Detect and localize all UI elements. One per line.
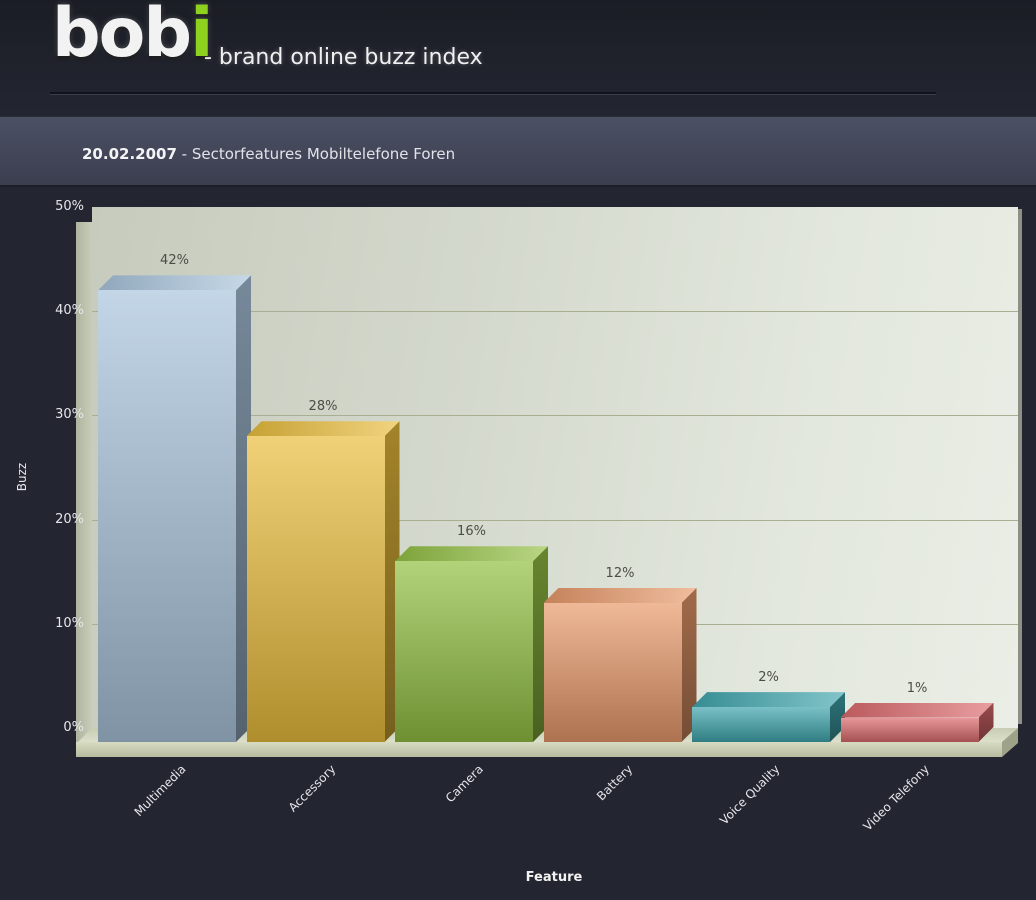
y-axis-label: Buzz [15,462,30,492]
bar-top-face [692,692,845,708]
bobi-logo[interactable]: bobi [52,0,213,73]
x-category-label: Voice Quality [717,762,783,828]
bar-front-face [840,717,979,742]
bar-front-face [543,602,682,742]
x-category-label: Battery [593,762,635,804]
y-tick-label: 0% [63,720,84,735]
bar-voice-quality[interactable] [692,692,845,742]
x-category-label: Camera [442,762,486,806]
bar-value-label: 1% [906,680,928,696]
x-axis-label: Feature [525,870,583,885]
y-tick-label: 30% [55,407,84,423]
chart-title-bar: 20.02.2007 - Sectorfeatures Mobiltelefon… [0,116,1036,187]
y-tick-label: 50% [55,199,84,214]
title-separator: - [176,145,192,163]
x-category-label: Multimedia [131,762,189,820]
bar-multimedia[interactable] [98,275,251,742]
bar-front-face [692,707,830,742]
bar-camera[interactable] [395,546,548,742]
x-category-label: Accessory [285,762,338,815]
chart-date: 20.02.2007 [82,145,177,163]
y-tick-label: 40% [55,303,84,319]
plot-right-edge [1018,209,1022,724]
bar-battery[interactable] [543,587,697,742]
gridline [92,311,1018,313]
bar-front-face [395,561,533,742]
gridline [92,415,1018,417]
chart-title: 20.02.2007 - Sectorfeatures Mobiltelefon… [82,145,455,163]
bar-top-face [246,421,400,437]
bar-front-face [246,436,385,742]
chart-title-text: Sectorfeatures Mobiltelefone Foren [191,145,456,163]
bar-top-face [543,587,697,603]
logo-main-text: bob [52,0,192,73]
page-header: bobi - brand online buzz index [0,0,1036,116]
logo-tagline: - brand online buzz index [204,45,483,70]
y-tick-label: 10% [55,615,84,631]
header-divider [50,92,936,95]
plot-floor-front [76,742,1002,757]
bar-accessory[interactable] [246,421,400,742]
logo-accent-text: i [190,0,213,73]
bar-value-label: 2% [758,670,779,686]
y-tick-label: 20% [55,511,84,527]
bar-front-face [98,290,236,742]
bar-value-label: 16% [457,524,486,540]
bar-side-face [681,587,697,742]
bar-top-face [840,702,994,718]
bar-top-face [395,546,548,562]
x-category-label: Video Telefony [860,762,932,834]
bar-value-label: 42% [160,253,189,269]
bar-video-telefony[interactable] [840,702,994,742]
plot-left-wall [76,222,92,742]
gridline [92,519,1018,521]
bar-top-face [98,275,251,291]
bar-value-label: 28% [308,399,338,415]
bar-value-label: 12% [605,565,635,581]
